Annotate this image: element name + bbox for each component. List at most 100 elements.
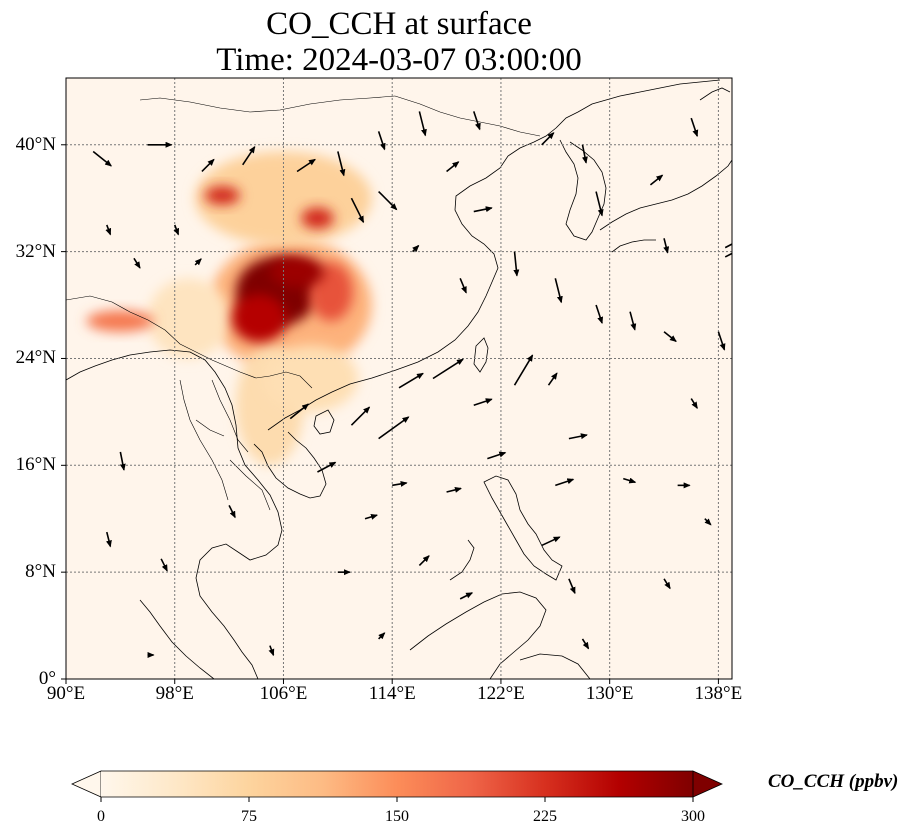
wind-arrow (133, 257, 141, 269)
wind-arrow (446, 161, 460, 173)
wind-arrow (105, 531, 112, 548)
wind-arrow (412, 244, 420, 253)
wind-arrow (228, 505, 236, 519)
wind-arrow (242, 145, 256, 166)
wind-arrow (296, 158, 316, 173)
wind-arrow (724, 252, 732, 258)
wind-vectors (92, 111, 732, 658)
wind-arrow (418, 555, 430, 567)
co-patch (301, 207, 334, 229)
wind-arrow (568, 578, 576, 595)
wind-arrow (663, 578, 671, 590)
lon-tick-label: 106°E (259, 683, 308, 704)
wind-arrow (487, 451, 507, 460)
wind-arrow (377, 131, 386, 151)
colorbar-tick-label: 150 (385, 808, 409, 825)
co-patch (86, 310, 155, 332)
lon-tick-label: 138°E (694, 683, 743, 704)
colorbar-ticks (100, 797, 694, 802)
wind-arrow (568, 433, 588, 440)
wind-arrow (92, 150, 112, 167)
wind-arrow (623, 477, 637, 484)
wind-arrow (378, 416, 410, 440)
wind-arrow (459, 592, 474, 600)
map-frame (65, 77, 733, 680)
colorbar-title: CO_CCH (ppbv) (768, 771, 899, 792)
colorbar-tick-label: 0 (97, 808, 105, 825)
colorbar-lower-extension (71, 770, 102, 798)
wind-arrow (472, 111, 481, 131)
wind-arrow (595, 304, 604, 324)
wind-arrow (717, 331, 726, 351)
colorbar-tick-label: 225 (533, 808, 557, 825)
map-title: CO_CCH at surface (266, 6, 532, 42)
wind-arrow (459, 278, 467, 294)
wind-arrow (595, 191, 604, 217)
wind-arrow (201, 158, 215, 173)
wind-arrow (554, 278, 563, 304)
axis-ticks (61, 144, 719, 684)
lon-tick-label: 130°E (585, 683, 634, 704)
wind-arrow (724, 243, 732, 249)
co-patch (263, 345, 359, 412)
wind-arrow (105, 224, 112, 236)
wind-arrow (378, 632, 386, 640)
wind-arrow (513, 354, 534, 386)
colorbar-upper-extension (692, 770, 723, 798)
country-borders (66, 95, 541, 511)
wind-arrow (317, 461, 337, 473)
map-time: Time: 2024-03-07 03:00:00 (216, 42, 582, 78)
colorbar-gradient (101, 771, 693, 797)
wind-arrow (350, 406, 371, 426)
lon-tick-label: 90°E (46, 683, 86, 704)
map-background (66, 78, 732, 679)
wind-arrow (432, 358, 464, 380)
lat-tick-label: 32°N (15, 240, 56, 262)
wind-arrow (629, 311, 637, 331)
wind-arrow (289, 403, 310, 420)
wind-arrow (418, 111, 427, 137)
wind-arrow (581, 144, 588, 164)
wind-arrow (473, 398, 493, 406)
co-patch (204, 186, 240, 205)
wind-arrow (541, 536, 561, 547)
wind-arrow (350, 197, 365, 224)
wind-arrow (513, 251, 520, 277)
wind-arrow (160, 558, 168, 572)
wind-arrow (541, 132, 555, 146)
lat-tick-label: 24°N (15, 347, 56, 369)
wind-arrow (581, 638, 590, 650)
wind-arrow (173, 224, 180, 236)
wind-arrow (555, 478, 575, 487)
wind-arrow (392, 480, 408, 487)
lat-tick-label: 0° (38, 668, 56, 689)
lat-tick-label: 16°N (15, 454, 56, 476)
wind-arrow (547, 372, 558, 386)
wind-arrow (364, 513, 378, 520)
wind-arrow (663, 238, 670, 254)
lon-tick-label: 122°E (477, 683, 525, 704)
wind-arrow (398, 372, 424, 389)
wind-arrow (194, 258, 202, 266)
lon-tick-label: 114°E (368, 683, 416, 704)
co-patch (147, 278, 230, 359)
colorbar-tick-label: 75 (241, 808, 257, 825)
wind-arrow (337, 151, 346, 177)
wind-arrow (446, 486, 462, 493)
lon-tick-label: 98°E (155, 683, 194, 704)
wind-arrow (649, 174, 664, 186)
wind-arrow (378, 190, 398, 211)
wind-arrow (690, 398, 698, 409)
coastlines (66, 79, 732, 679)
wind-arrow (268, 645, 275, 657)
wind-arrow (473, 206, 493, 213)
co-patch (231, 294, 287, 343)
lat-tick-label: 40°N (15, 133, 56, 155)
colorbar-tick-label: 300 (681, 808, 705, 825)
wind-arrow (663, 331, 677, 342)
lat-tick-label: 8°N (25, 561, 56, 583)
wind-arrow (690, 117, 699, 138)
wind-arrow (704, 518, 712, 526)
